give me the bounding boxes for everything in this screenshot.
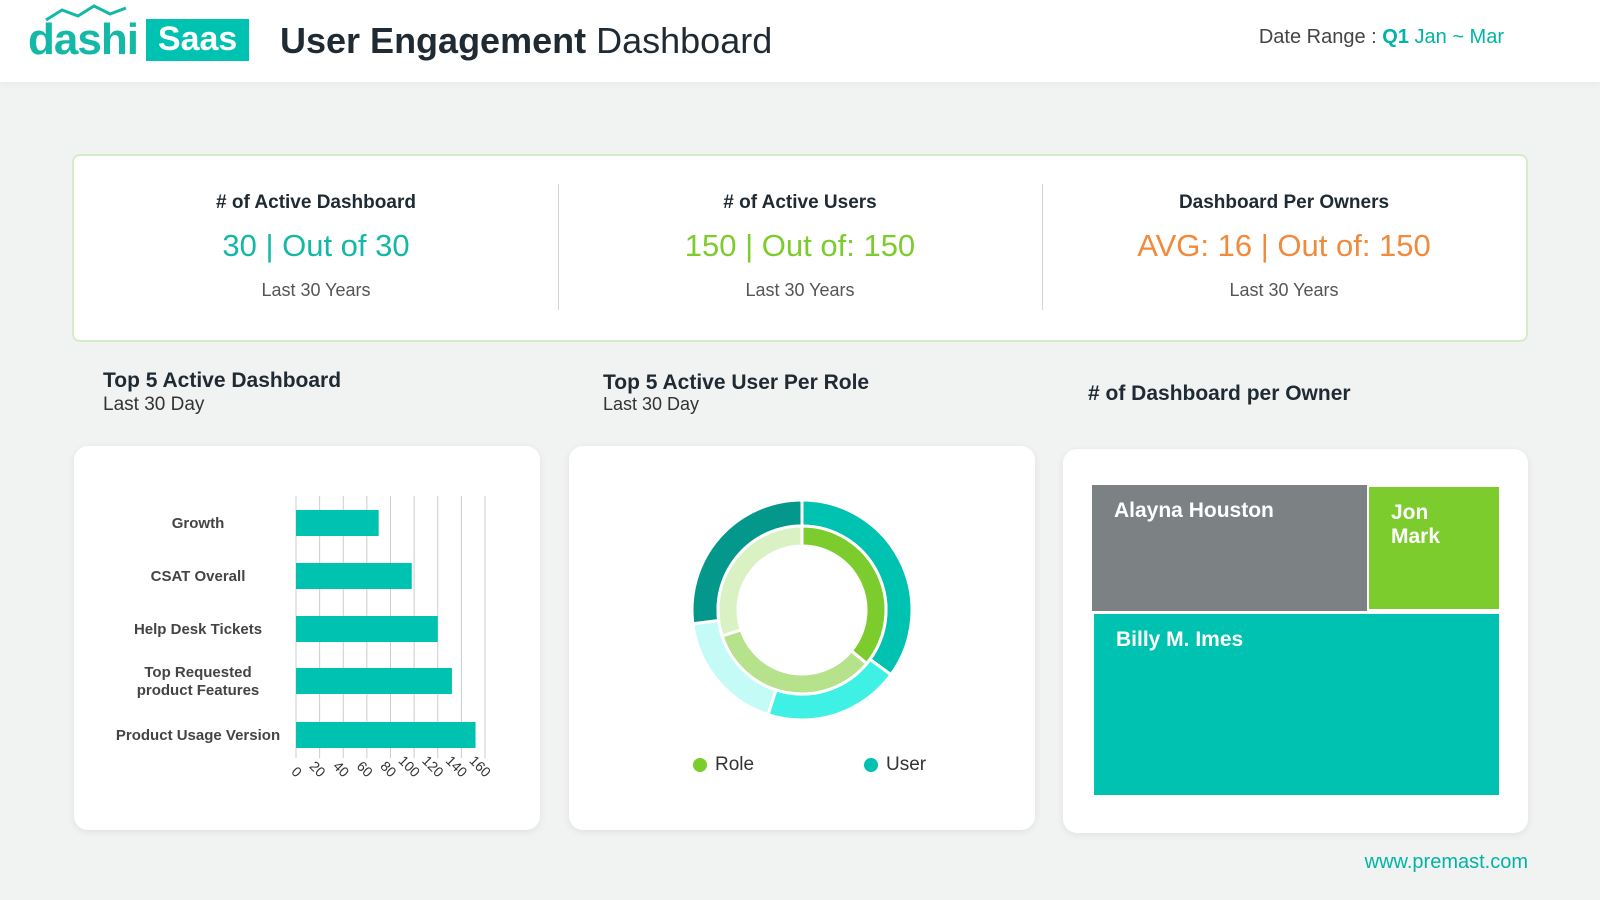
bar-section-title: Top 5 Active Dashboard xyxy=(103,369,342,392)
x-tick-label: 100 xyxy=(395,752,423,780)
logo-badge: Saas xyxy=(145,19,250,61)
bar-category-label: Growth xyxy=(172,515,225,532)
x-tick-label: 140 xyxy=(443,752,471,780)
date-range-months: Jan ~ Mar xyxy=(1414,26,1504,48)
bar xyxy=(296,616,438,642)
donut-chart-panel: Role User xyxy=(569,446,1035,830)
treemap-label: Jon Mark xyxy=(1391,501,1441,548)
kpi-value: 30 | Out of 30 xyxy=(222,228,410,263)
bar-category-label: Help Desk Tickets xyxy=(134,621,262,638)
x-tick-label: 0 xyxy=(288,763,305,780)
x-tick-label: 60 xyxy=(354,758,376,780)
bar-category-label: Product Usage Version xyxy=(116,727,280,744)
bar-chart-panel: 0 20 40 60 80 100 120 140 160 Growth CSAT Overall H… xyxy=(74,446,540,830)
donut-section-subtitle: Last 30 Day xyxy=(603,394,700,414)
legend-label-role: Role xyxy=(715,754,755,775)
logo[interactable]: dashi Saas xyxy=(28,4,250,66)
top-bar: dashi Saas User Engagement Dashboard Dat… xyxy=(0,0,1600,82)
treemap-label: Billy M. Imes xyxy=(1116,628,1244,651)
bar xyxy=(296,510,379,536)
page-title-rest: Dashboard xyxy=(596,20,773,61)
kpi-dashboard-per-owner: Dashboard Per Owners AVG: 16 | Out of: 1… xyxy=(1042,156,1526,340)
donut-chart xyxy=(690,498,914,722)
legend-dot-role xyxy=(693,758,707,772)
logo-text: dashi xyxy=(28,15,139,64)
treemap-cell-jon-mark[interactable]: Jon Mark xyxy=(1369,487,1499,609)
donut-slice-role xyxy=(716,524,804,638)
treemap-panel: Alayna Houston Jon Mark Billy M. Imes xyxy=(1063,449,1528,833)
kpi-active-dashboard: # of Active Dashboard 30 | Out of 30 Las… xyxy=(74,156,558,340)
legend-item-role[interactable]: Role xyxy=(693,754,754,776)
date-range[interactable]: Date Range : Q1 Jan ~ Mar xyxy=(1259,26,1504,49)
kpi-sub: Last 30 Years xyxy=(1229,280,1339,300)
bar-category-label: Top Requested product Features xyxy=(137,664,260,699)
kpi-sub: Last 30 Years xyxy=(261,280,371,300)
legend-item-user[interactable]: User xyxy=(864,754,926,776)
footer-link[interactable]: www.premast.com xyxy=(1364,851,1528,873)
kpi-title: # of Active Users xyxy=(723,192,877,213)
treemap-cell-billy-m-imes[interactable]: Billy M. Imes xyxy=(1094,614,1499,795)
kpi-card: # of Active Dashboard 30 | Out of 30 Las… xyxy=(72,154,1528,342)
kpi-sub: Last 30 Years xyxy=(745,280,855,300)
x-tick-label: 120 xyxy=(419,752,447,780)
kpi-title: # of Active Dashboard xyxy=(216,192,416,213)
date-range-quarter: Q1 xyxy=(1382,26,1409,48)
page-title: User Engagement Dashboard xyxy=(280,20,772,62)
treemap-label: Alayna Houston xyxy=(1114,499,1274,522)
x-tick-label: 40 xyxy=(330,758,352,780)
x-tick-label: 160 xyxy=(466,752,494,780)
bar xyxy=(296,563,412,589)
page-title-bold: User Engagement xyxy=(280,20,587,61)
treemap-cell-alayna-houston[interactable]: Alayna Houston xyxy=(1092,485,1367,611)
bar-section-subtitle: Last 30 Day xyxy=(103,394,205,415)
kpi-title: Dashboard Per Owners xyxy=(1178,192,1390,213)
treemap-section-title: # of Dashboard per Owner xyxy=(1088,382,1351,405)
date-range-label: Date Range : xyxy=(1258,26,1377,48)
kpi-active-users: # of Active Users 150 | Out of: 150 Last… xyxy=(558,156,1042,340)
bar xyxy=(296,668,452,694)
x-tick-label: 20 xyxy=(306,758,328,780)
bar-category-label: CSAT Overall xyxy=(151,568,246,585)
x-tick-label: 80 xyxy=(377,758,399,780)
bar xyxy=(296,722,476,748)
donut-section-title: Top 5 Active User Per Role xyxy=(603,371,870,394)
kpi-value: AVG: 16 | Out of: 150 xyxy=(1137,228,1431,263)
kpi-value: 150 | Out of: 150 xyxy=(684,228,916,263)
trend-line-icon xyxy=(45,4,127,22)
legend-dot-user xyxy=(864,758,878,772)
legend-label-user: User xyxy=(886,754,927,775)
